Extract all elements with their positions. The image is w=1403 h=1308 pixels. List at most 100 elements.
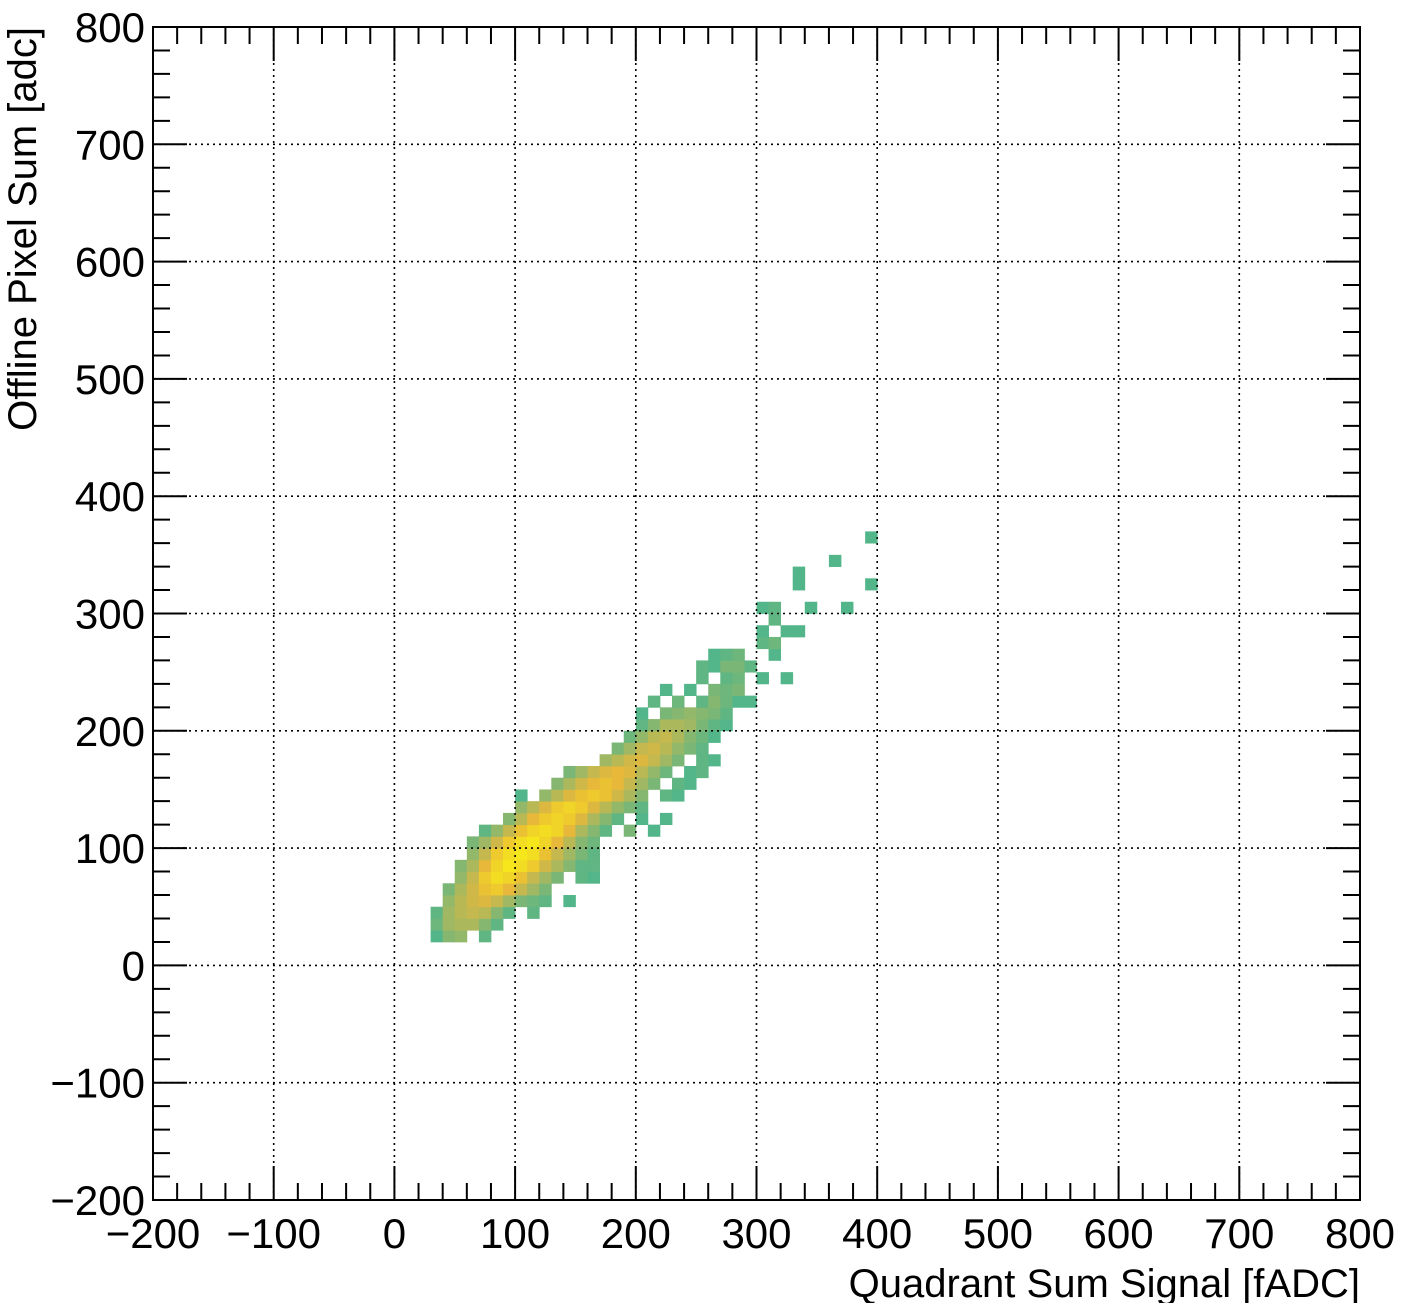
heatmap-cell bbox=[635, 812, 649, 826]
heatmap-cell bbox=[466, 883, 480, 896]
heatmap-cell bbox=[647, 742, 661, 755]
heatmap-cells bbox=[430, 531, 878, 943]
heatmap-cell bbox=[466, 848, 480, 861]
heatmap-cell bbox=[696, 754, 709, 767]
heatmap-cell bbox=[466, 918, 480, 931]
heatmap-cell bbox=[684, 765, 697, 779]
heatmap-cell bbox=[732, 672, 745, 685]
heatmap-cell bbox=[539, 895, 552, 908]
heatmap-cell bbox=[840, 601, 854, 614]
y-tick-label: −200 bbox=[50, 1177, 145, 1224]
heatmap-cell bbox=[635, 801, 649, 814]
heatmap-cell bbox=[659, 683, 673, 697]
heatmap-cell bbox=[539, 848, 552, 861]
heatmap-cell bbox=[708, 754, 721, 767]
heatmap-cell bbox=[720, 695, 733, 708]
heatmap-cell bbox=[611, 777, 625, 790]
heatmap-cell bbox=[527, 836, 540, 849]
heatmap-cell bbox=[684, 707, 697, 720]
heatmap-cell bbox=[430, 918, 444, 931]
heatmap-cell bbox=[563, 801, 576, 814]
y-tick-label: 300 bbox=[75, 591, 145, 638]
heatmap-cell bbox=[454, 930, 468, 943]
heatmap-cell bbox=[623, 777, 637, 790]
heatmap-cell bbox=[442, 918, 456, 931]
heatmap-cell bbox=[611, 742, 625, 755]
heatmap-cell bbox=[865, 578, 878, 591]
heatmap-cell bbox=[708, 719, 721, 732]
heatmap-cell bbox=[515, 895, 528, 908]
heatmap-cell bbox=[527, 859, 540, 872]
heatmap-cell bbox=[515, 789, 528, 802]
y-axis-title: Offline Pixel Sum [adc] bbox=[1, 27, 45, 431]
heatmap-cell bbox=[623, 824, 637, 837]
heatmap-cell bbox=[430, 906, 444, 919]
heatmap-cell bbox=[696, 730, 709, 743]
heatmap-cell bbox=[635, 730, 649, 743]
heatmap-cell bbox=[696, 719, 709, 732]
heatmap-cell bbox=[865, 531, 878, 544]
heatmap-cell bbox=[527, 883, 540, 896]
heatmap-cell bbox=[684, 777, 697, 790]
heatmap-cell bbox=[587, 824, 600, 837]
heatmap-cell bbox=[635, 777, 649, 790]
heatmap-cell bbox=[490, 906, 504, 919]
heatmap-cell bbox=[611, 765, 625, 779]
heatmap-cell bbox=[478, 883, 492, 896]
heatmap-cell bbox=[539, 801, 552, 814]
x-tick-label: 300 bbox=[721, 1210, 791, 1257]
heatmap-cell bbox=[551, 777, 564, 790]
heatmap-cell bbox=[551, 871, 564, 884]
heatmap-cell bbox=[478, 895, 492, 908]
heatmap-cell bbox=[478, 871, 492, 884]
heatmap-cell bbox=[611, 812, 625, 826]
heatmap-cell bbox=[732, 660, 745, 673]
heatmap-cell bbox=[659, 789, 673, 802]
heatmap-cell bbox=[720, 683, 733, 697]
heatmap-cell bbox=[454, 895, 468, 908]
heatmap-cell bbox=[490, 848, 504, 861]
heatmap-cell bbox=[599, 777, 613, 790]
heatmap-cell bbox=[490, 871, 504, 884]
heatmap-cell bbox=[696, 765, 709, 779]
x-tick-label: 600 bbox=[1084, 1210, 1154, 1257]
heatmap-cell bbox=[611, 754, 625, 767]
heatmap-cell bbox=[587, 801, 600, 814]
heatmap-cell bbox=[635, 789, 649, 802]
heatmap-cell bbox=[684, 742, 697, 755]
heatmap-cell bbox=[478, 906, 492, 919]
tick-labels: −200 −100 0 100 200 300 400 500 600 700 800 −200 −10… bbox=[50, 4, 1395, 1257]
x-axis-title: Quadrant Sum Signal [fADC] bbox=[849, 1262, 1360, 1303]
heatmap-cell bbox=[539, 824, 552, 837]
heatmap-cell bbox=[587, 859, 600, 872]
heatmap-cell bbox=[684, 683, 697, 697]
heatmap-cell bbox=[780, 672, 794, 685]
heatmap-cell bbox=[575, 789, 588, 802]
heatmap-cell bbox=[587, 789, 600, 802]
heatmap-cell bbox=[551, 789, 564, 802]
heatmap-cell bbox=[599, 754, 613, 767]
heatmap-cell bbox=[768, 613, 782, 626]
heatmap-cell bbox=[684, 719, 697, 732]
heatmap-cell bbox=[647, 695, 661, 708]
heatmap-cell bbox=[696, 707, 709, 720]
heatmap-cell bbox=[442, 895, 456, 908]
heatmap-cell bbox=[466, 859, 480, 872]
y-tick-label: 100 bbox=[75, 825, 145, 872]
heatmap-cell bbox=[563, 895, 576, 908]
heatmap-cell bbox=[490, 836, 504, 849]
y-tick-label: 200 bbox=[75, 708, 145, 755]
heatmap-cell bbox=[490, 883, 504, 896]
heatmap-cell bbox=[478, 918, 492, 931]
heatmap-cell bbox=[792, 566, 806, 579]
heatmap-cell bbox=[575, 859, 588, 872]
heatmap-cell bbox=[563, 789, 576, 802]
heatmap-cell bbox=[623, 789, 637, 802]
heatmap-cell bbox=[623, 801, 637, 814]
heatmap-cell bbox=[804, 601, 818, 614]
heatmap-cell bbox=[672, 777, 685, 790]
heatmap-cell bbox=[587, 871, 600, 884]
heatmap-cell bbox=[490, 859, 504, 872]
heatmap-cell bbox=[659, 707, 673, 720]
heatmap-cell bbox=[623, 730, 637, 743]
